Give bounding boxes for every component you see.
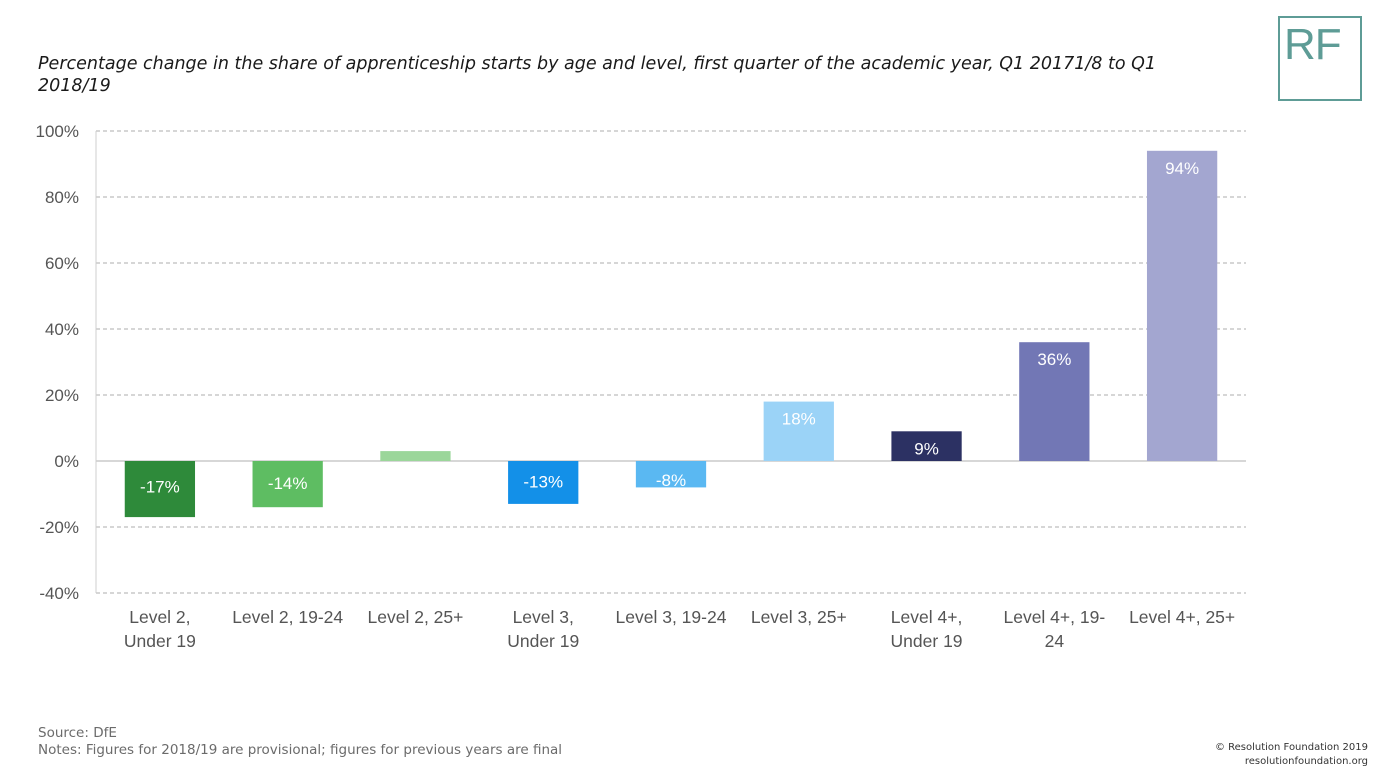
copyright-text: © Resolution Foundation 2019 [1214,742,1368,753]
y-tick-label: 40% [45,320,79,339]
logo-text: RF [1284,20,1342,69]
y-tick-label: -20% [39,518,79,537]
category-label: Level 3, [513,607,574,627]
bar [763,401,834,461]
data-label: 94% [1165,159,1199,178]
category-label: Level 2, [129,607,190,627]
y-tick-label: 80% [45,188,79,207]
y-tick-label: 20% [45,386,79,405]
source-note: Source: DfE [38,725,117,741]
bar [635,461,707,488]
y-tick-label: 100% [36,122,79,141]
category-label: Under 19 [124,631,196,651]
category-label: Level 3, 19-24 [616,607,727,627]
bar [891,431,962,461]
data-label: -14% [268,474,308,493]
category-label: Level 3, 25+ [751,607,847,627]
website-text: resolutionfoundation.org [1244,756,1368,767]
bar [380,451,451,461]
rf-logo: RF [1278,16,1362,101]
data-label: -17% [140,477,180,496]
chart-title: Percentage change in the share of appren… [38,54,1157,96]
data-label: -13% [523,473,563,492]
bar [1146,150,1218,462]
category-label: Level 2, 19-24 [232,607,343,627]
bar [124,461,196,518]
category-label: Level 4+, [891,607,963,627]
bar [1019,342,1090,461]
category-label: Level 2, 25+ [368,607,464,627]
data-label: -8% [656,471,686,490]
category-label: 24 [1045,631,1065,651]
category-label: Under 19 [891,631,963,651]
y-tick-label: 0% [54,452,79,471]
y-tick-label: -40% [39,584,79,603]
data-label: 36% [1037,350,1071,369]
category-label: Level 4+, 19- [1003,607,1105,627]
category-label: Under 19 [507,631,579,651]
bar-chart: -40% -20% 0% 20% 40% 60% 80% 100% -17% Level 2, Un… [36,122,1246,651]
y-tick-label: 60% [45,254,79,273]
bar [508,461,579,504]
category-label: Level 4+, 25+ [1129,607,1235,627]
bar [252,461,323,508]
data-label: 9% [914,439,939,458]
data-label: 18% [782,410,816,429]
notes-text: Notes: Figures for 2018/19 are provision… [38,742,563,758]
